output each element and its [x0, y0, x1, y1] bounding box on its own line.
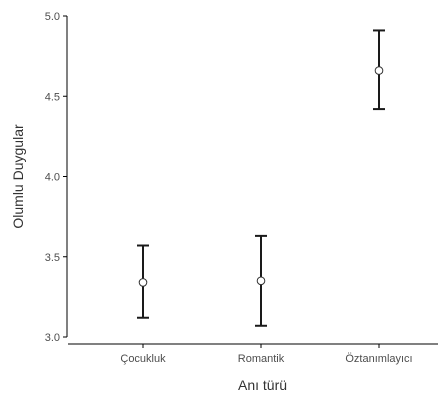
y-tick-label: 4.0 — [45, 172, 60, 184]
y-axis-title: Olumlu Duygular — [10, 124, 26, 229]
chart-marks — [137, 29, 385, 327]
y-tick-label: 5.0 — [45, 11, 60, 23]
mean-point — [374, 66, 384, 75]
y-tick-label: 4.5 — [45, 91, 60, 103]
y-tick-label: 3.5 — [45, 252, 60, 264]
axes: 3.0 3.5 4.0 4.5 5.0 Çocukluk Romantik Öztanımla… — [45, 11, 438, 365]
x-axis-title: Anı türü — [238, 377, 287, 393]
mean-point — [256, 276, 266, 286]
x-tick-label: Romantik — [238, 353, 285, 365]
mean-point — [138, 278, 148, 287]
x-tick-label: Öztanımlayıcı — [345, 353, 412, 365]
y-tick-label: 3.0 — [45, 332, 60, 344]
x-tick-label: Çocukluk — [120, 353, 166, 365]
